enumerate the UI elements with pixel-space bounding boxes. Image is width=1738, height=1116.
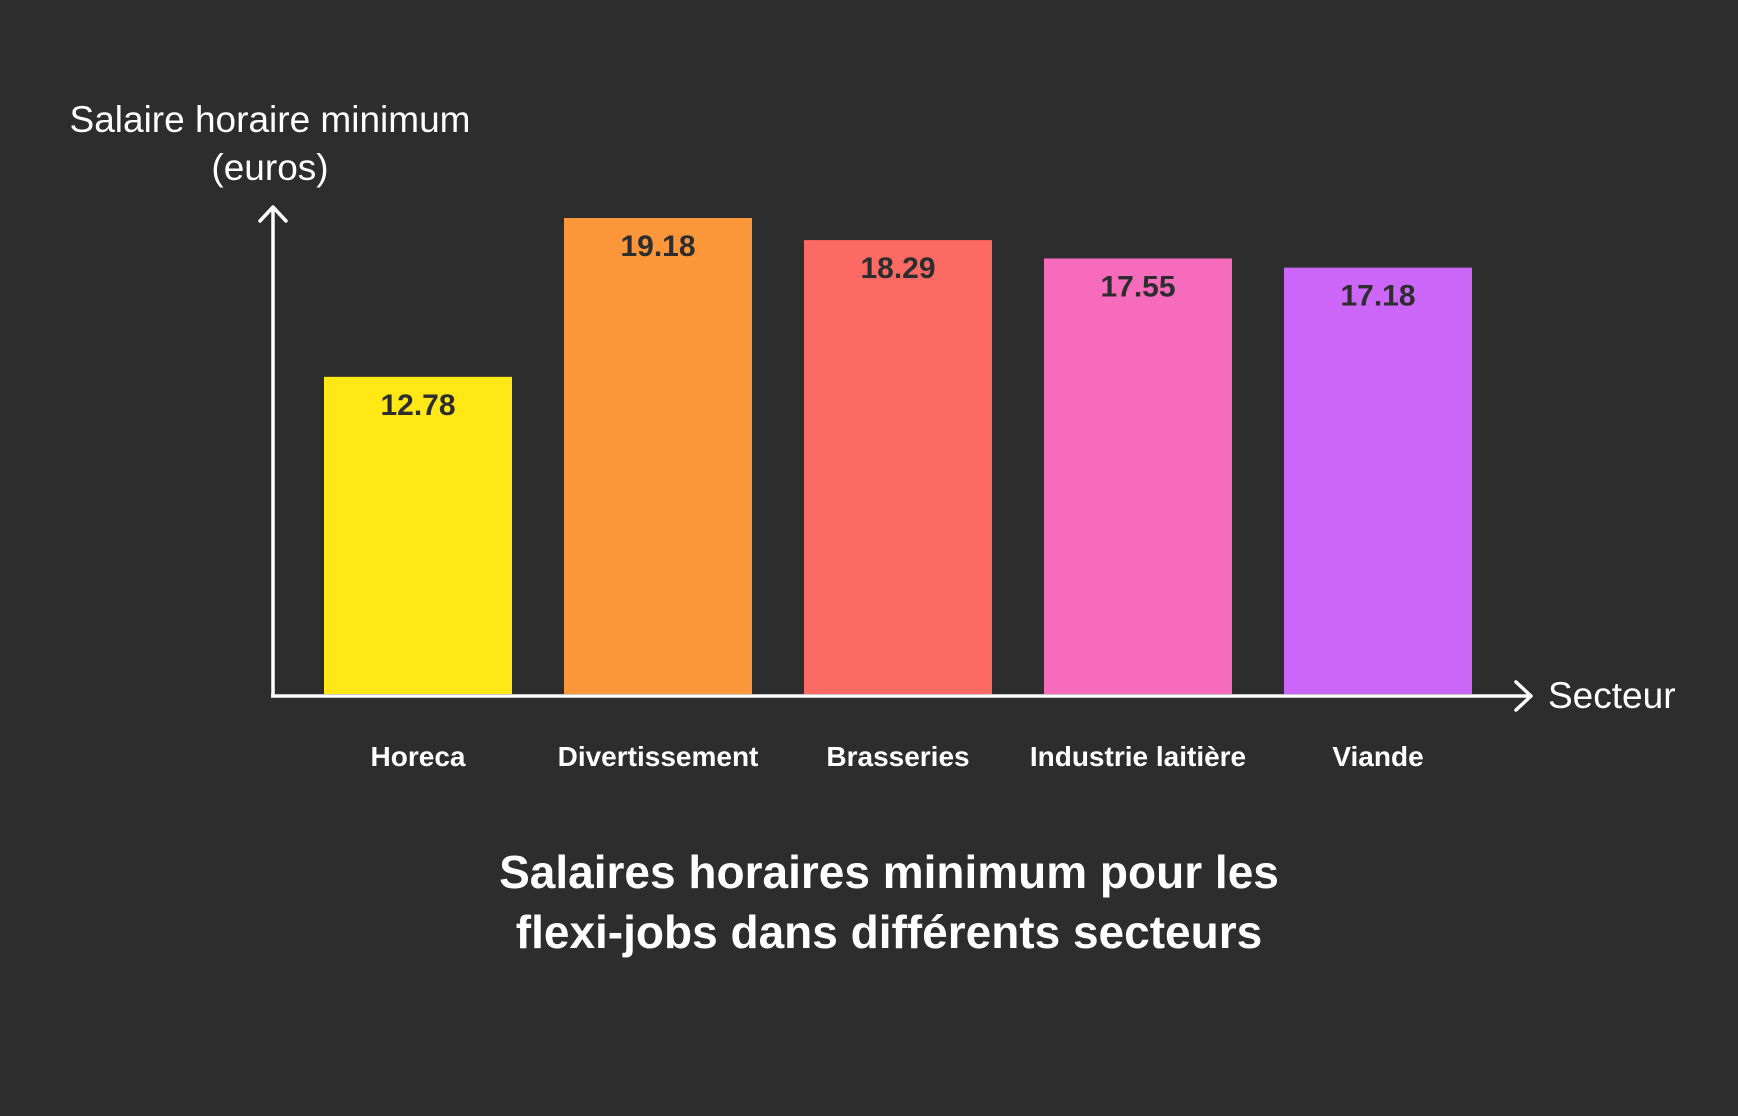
x-axis-label: Secteur <box>1548 672 1676 720</box>
bar-4 <box>1284 268 1472 694</box>
category-labels-group: Horeca Divertissement Brasseries Industrie … <box>371 741 1424 772</box>
bar-3 <box>1044 258 1232 694</box>
bar-value-label-3: 17.55 <box>1100 270 1175 303</box>
bar-value-label-2: 18.29 <box>860 252 935 285</box>
chart-title: Salaires horaires minimum pour les flexi… <box>469 842 1309 962</box>
bar-2 <box>804 240 992 694</box>
bar-value-label-0: 12.78 <box>380 389 455 422</box>
category-label-2: Brasseries <box>826 741 969 772</box>
bar-value-label-4: 17.18 <box>1340 280 1415 313</box>
bar-value-label-1: 19.18 <box>620 230 695 263</box>
bar-0 <box>324 377 512 694</box>
bar-1 <box>564 218 752 694</box>
category-label-4: Viande <box>1332 741 1423 772</box>
category-label-0: Horeca <box>371 741 466 772</box>
category-label-3: Industrie laitière <box>1030 741 1246 772</box>
category-label-1: Divertissement <box>558 741 759 772</box>
bars-group <box>324 218 1472 694</box>
